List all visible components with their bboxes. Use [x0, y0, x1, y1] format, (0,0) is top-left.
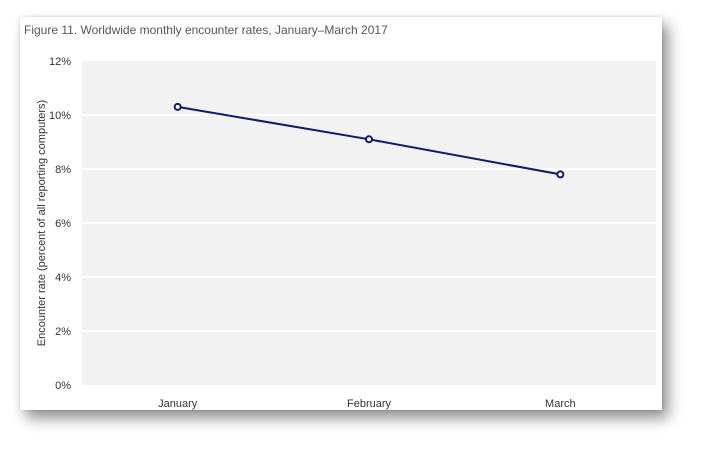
line-chart: 0% 2% 4% 6% 8% 10% 12% January February March En…: [36, 56, 656, 410]
data-point: [556, 170, 565, 179]
y-tick-label: 10%: [49, 110, 71, 122]
x-tick-labels: January February March: [158, 398, 576, 410]
y-tick-label: 6%: [55, 218, 71, 230]
y-tick-label: 0%: [55, 380, 71, 392]
x-tick-label: March: [545, 398, 576, 410]
y-tick-label: 4%: [55, 272, 71, 284]
y-tick-label: 12%: [49, 56, 71, 68]
data-point: [173, 102, 182, 111]
data-point: [365, 135, 373, 144]
x-tick-label: February: [347, 398, 392, 410]
x-tick-label: January: [158, 398, 198, 410]
y-tick-label: 2%: [55, 326, 71, 338]
figure-card: Figure 11. Worldwide monthly encounter r…: [20, 17, 662, 410]
y-tick-label: 8%: [55, 164, 71, 176]
y-axis-label: Encounter rate (percent of all reporting…: [36, 100, 48, 346]
y-tick-labels: 0% 2% 4% 6% 8% 10% 12%: [49, 56, 71, 392]
figure-title: Figure 11. Worldwide monthly encounter r…: [24, 23, 388, 37]
gridlines: [82, 114, 656, 332]
series-points: [173, 102, 565, 179]
